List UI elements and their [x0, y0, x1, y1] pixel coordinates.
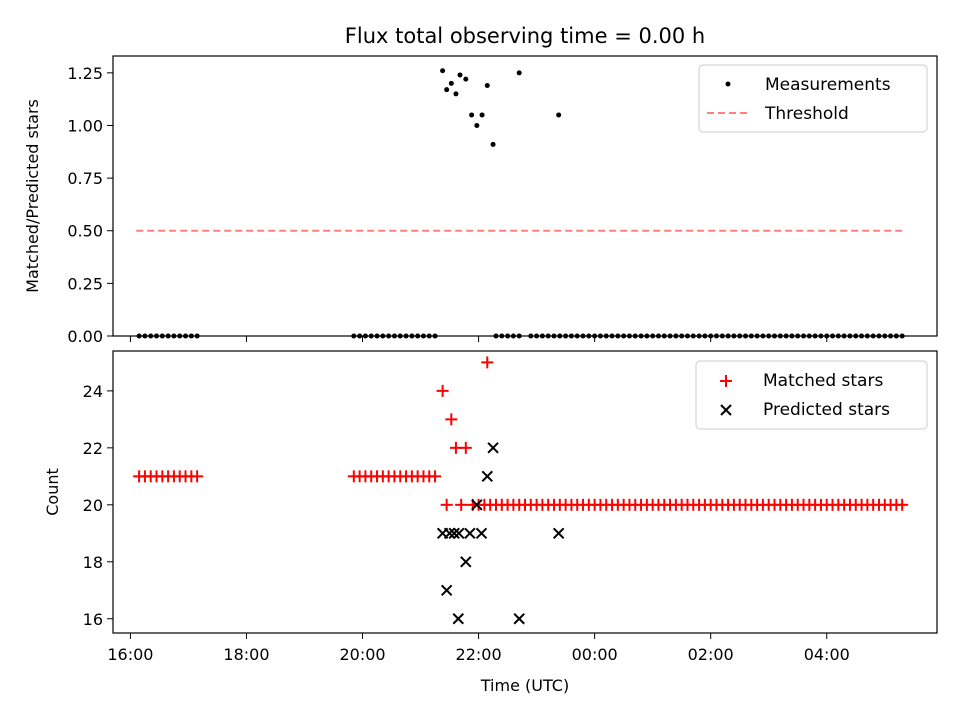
legend-measurements-label: Measurements	[765, 75, 891, 95]
top-panel: Flux total observing time = 0.00 h Match…	[23, 24, 938, 346]
measurement-point	[479, 112, 485, 118]
top-y-tick-label: 0.75	[67, 169, 103, 188]
bottom-x-tick-label: 18:00	[223, 645, 269, 664]
measurement-point	[457, 72, 463, 78]
top-plot-frame	[112, 55, 938, 337]
matched-star-point	[455, 498, 468, 511]
predicted-star-point	[452, 613, 464, 625]
legend-measurements-marker	[725, 81, 731, 87]
predicted-star-point	[464, 527, 476, 540]
predicted-star-point	[513, 613, 525, 625]
top-y-tick-label: 0.00	[67, 327, 103, 346]
bottom-x-tick-label: 04:00	[804, 645, 850, 664]
legend-matched-marker	[720, 375, 732, 387]
bottom-x-tick-label: 00:00	[572, 645, 618, 664]
measurement-point	[474, 122, 480, 128]
matched-star-point	[459, 441, 472, 454]
legend-threshold-label: Threshold	[764, 104, 849, 124]
measurement-point	[444, 87, 450, 93]
matched-star-point	[896, 498, 909, 511]
bottom-y-tick-label: 16	[83, 610, 103, 629]
top-y-axis-label: Matched/Predicted stars	[23, 99, 42, 293]
top-y-tick-label: 0.25	[67, 274, 103, 293]
measurement-point	[440, 68, 446, 74]
measurement-point	[484, 82, 490, 88]
top-y-tick-label: 1.25	[67, 64, 103, 83]
measurement-point	[556, 112, 562, 118]
top-legend-box	[698, 64, 928, 133]
top-y-tick-label: 0.50	[67, 222, 103, 241]
bottom-y-tick-label: 22	[83, 439, 103, 458]
predicted-star-point	[487, 442, 499, 454]
top-legend: Measurements Threshold	[698, 64, 928, 133]
bottom-x-tick-label: 22:00	[456, 645, 502, 664]
predicted-star-point	[471, 499, 483, 511]
predicted-star-point	[552, 527, 565, 540]
bottom-legend: Matched stars Predicted stars	[695, 360, 928, 430]
legend-predicted-label: Predicted stars	[763, 400, 890, 420]
bottom-x-tick-label: 20:00	[339, 645, 385, 664]
bottom-y-tick-label: 20	[83, 496, 103, 515]
top-chart-title: Flux total observing time = 0.00 h	[345, 24, 705, 48]
matched-star-point	[445, 413, 458, 426]
predicted-star-point	[440, 584, 453, 596]
bottom-plot-frame	[112, 350, 938, 634]
predicted-star-point	[481, 470, 493, 483]
top-axes-ticks: 0.00 0.25 0.50 0.75 1.00 1.25	[67, 64, 828, 346]
matched-star-point	[191, 470, 204, 483]
bottom-y-tick-label: 24	[83, 382, 103, 401]
measurement-point	[453, 91, 459, 97]
legend-matched-label: Matched stars	[763, 371, 883, 391]
top-y-tick-label: 1.00	[67, 116, 103, 135]
matched-star-point	[440, 498, 453, 511]
predicted-star-point	[443, 527, 456, 540]
bottom-plot-marks	[133, 356, 909, 625]
measurement-point	[516, 70, 522, 76]
bottom-x-tick-label: 16:00	[107, 645, 153, 664]
measurement-point	[490, 141, 496, 147]
bottom-panel: Count Time (UTC) 16 18 20 22 24 16:00 18:00 20:…	[43, 350, 938, 695]
bottom-axes-ticks: 16 18 20 22 24 16:00 18:00 20:00 22:00 00:00 02:00…	[83, 382, 850, 664]
bottom-y-axis-label: Count	[43, 468, 62, 516]
bottom-x-tick-label: 02:00	[688, 645, 734, 664]
predicted-star-point	[475, 527, 488, 540]
measurement-point	[469, 112, 475, 118]
bottom-y-tick-label: 18	[83, 553, 103, 572]
bottom-legend-box	[695, 360, 928, 430]
measurement-point	[463, 76, 469, 82]
matched-star-point	[436, 384, 449, 397]
predicted-star-point	[448, 527, 460, 540]
predicted-star-point	[453, 527, 465, 540]
matched-star-point	[429, 470, 442, 483]
legend-predicted-marker	[720, 404, 732, 416]
matched-star-point	[481, 356, 494, 369]
predicted-star-point	[460, 556, 472, 568]
measurement-point	[448, 80, 454, 86]
bottom-x-axis-label: Time (UTC)	[480, 676, 569, 695]
